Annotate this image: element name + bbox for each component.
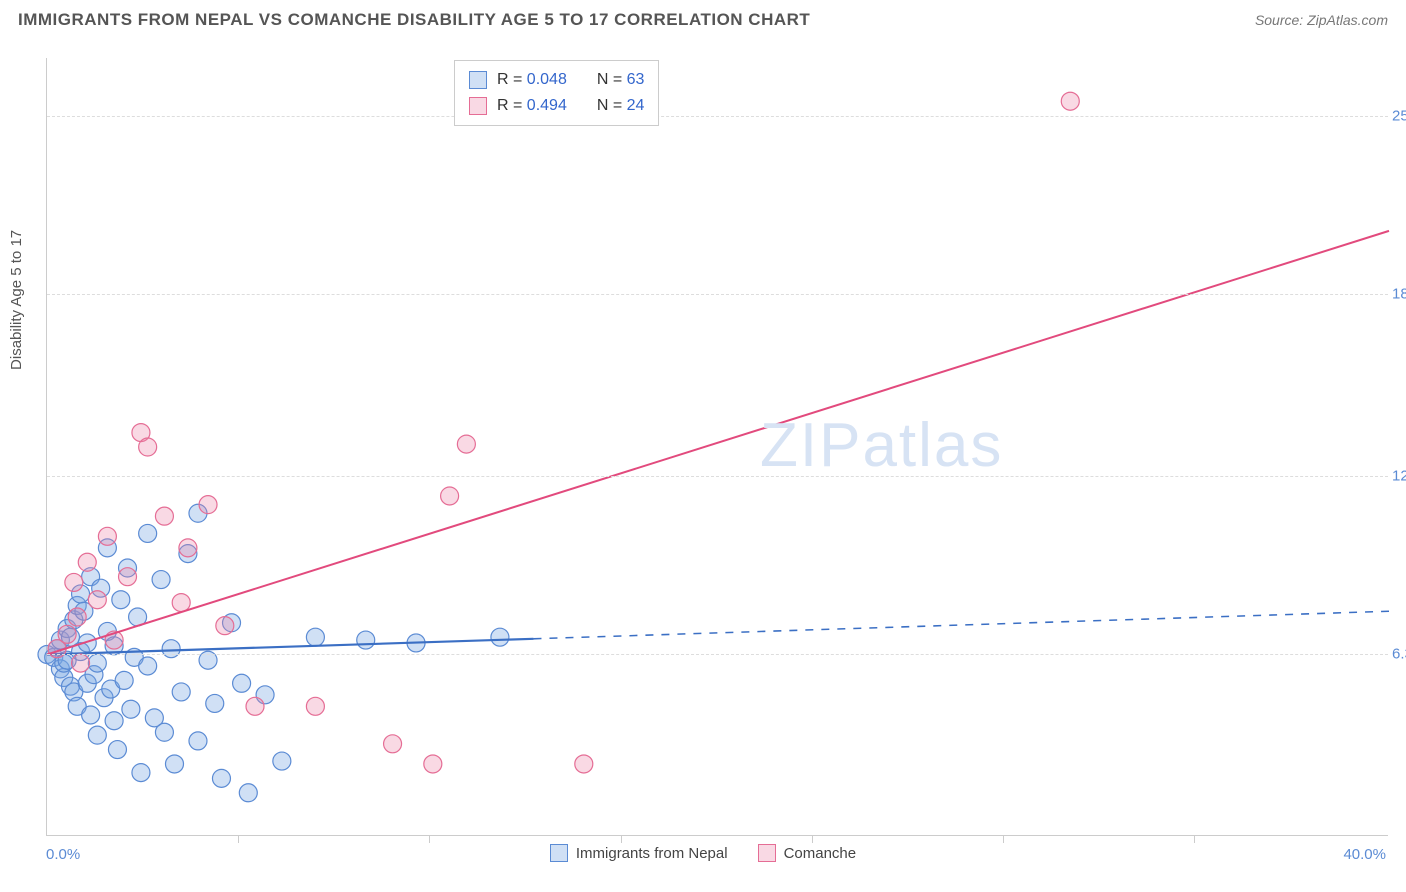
scatter-point-comanche: [155, 507, 173, 525]
scatter-point-comanche: [306, 697, 324, 715]
r-value: 0.494: [527, 97, 567, 114]
x-tick: [429, 835, 430, 843]
y-tick-label: 6.3%: [1392, 646, 1406, 663]
r-label: R = 0.494: [497, 93, 567, 119]
legend-swatch-comanche: [758, 844, 776, 862]
gridline-h: [47, 654, 1388, 655]
scatter-point-nepal: [122, 700, 140, 718]
y-axis-title: Disability Age 5 to 17: [8, 230, 25, 370]
scatter-point-comanche: [1061, 92, 1079, 110]
scatter-point-comanche: [58, 625, 76, 643]
corr-legend-row-nepal: R = 0.048 N = 63: [469, 67, 644, 93]
source-prefix: Source:: [1255, 12, 1307, 28]
series-label: Immigrants from Nepal: [576, 845, 728, 862]
scatter-point-comanche: [65, 573, 83, 591]
scatter-point-comanche: [139, 438, 157, 456]
gridline-h: [47, 294, 1388, 295]
scatter-point-comanche: [575, 755, 593, 773]
gridline-h: [47, 476, 1388, 477]
source-name: ZipAtlas.com: [1307, 12, 1388, 28]
scatter-point-nepal: [306, 628, 324, 646]
trend-line-dashed-nepal: [533, 611, 1389, 639]
scatter-point-nepal: [108, 741, 126, 759]
scatter-point-comanche: [441, 487, 459, 505]
chart-plot-area: 6.3%12.5%18.8%25.0%: [46, 58, 1388, 836]
y-tick-label: 25.0%: [1392, 107, 1406, 124]
scatter-point-nepal: [172, 683, 190, 701]
scatter-point-nepal: [88, 726, 106, 744]
scatter-point-nepal: [105, 712, 123, 730]
series-legend-item-nepal: Immigrants from Nepal: [550, 844, 728, 862]
scatter-point-comanche: [457, 435, 475, 453]
series-legend-item-comanche: Comanche: [758, 844, 857, 862]
n-value: 63: [627, 71, 645, 88]
n-label: N = 63: [597, 67, 645, 93]
scatter-point-comanche: [384, 735, 402, 753]
gridline-h: [47, 116, 1388, 117]
scatter-point-comanche: [424, 755, 442, 773]
scatter-point-comanche: [246, 697, 264, 715]
x-tick: [621, 835, 622, 843]
scatter-point-comanche: [88, 591, 106, 609]
r-value: 0.048: [527, 71, 567, 88]
scatter-point-nepal: [239, 784, 257, 802]
scatter-point-comanche: [179, 539, 197, 557]
scatter-point-nepal: [88, 654, 106, 672]
x-tick: [1194, 835, 1195, 843]
source-credit: Source: ZipAtlas.com: [1255, 12, 1388, 28]
n-label: N = 24: [597, 93, 645, 119]
scatter-point-nepal: [82, 706, 100, 724]
x-tick: [812, 835, 813, 843]
scatter-point-nepal: [212, 769, 230, 787]
scatter-point-nepal: [189, 732, 207, 750]
scatter-point-comanche: [119, 568, 137, 586]
scatter-point-nepal: [155, 723, 173, 741]
scatter-point-comanche: [98, 527, 116, 545]
x-tick: [1003, 835, 1004, 843]
n-value: 24: [627, 97, 645, 114]
x-tick: [238, 835, 239, 843]
scatter-point-comanche: [72, 654, 90, 672]
r-label: R = 0.048: [497, 67, 567, 93]
scatter-point-comanche: [199, 496, 217, 514]
scatter-point-nepal: [152, 571, 170, 589]
chart-title: IMMIGRANTS FROM NEPAL VS COMANCHE DISABI…: [18, 10, 810, 30]
scatter-point-nepal: [273, 752, 291, 770]
scatter-point-nepal: [165, 755, 183, 773]
series-legend: Immigrants from Nepal Comanche: [0, 844, 1406, 862]
legend-swatch-comanche: [469, 97, 487, 115]
legend-swatch-nepal: [550, 844, 568, 862]
scatter-point-comanche: [68, 608, 86, 626]
scatter-svg: [47, 58, 1388, 835]
header-row: IMMIGRANTS FROM NEPAL VS COMANCHE DISABI…: [0, 0, 1406, 36]
scatter-point-nepal: [233, 674, 251, 692]
correlation-legend: R = 0.048 N = 63 R = 0.494 N = 24: [454, 60, 659, 126]
scatter-point-nepal: [206, 694, 224, 712]
scatter-point-nepal: [357, 631, 375, 649]
corr-legend-row-comanche: R = 0.494 N = 24: [469, 93, 644, 119]
y-tick-label: 12.5%: [1392, 467, 1406, 484]
scatter-point-nepal: [132, 764, 150, 782]
scatter-point-nepal: [491, 628, 509, 646]
scatter-point-nepal: [139, 524, 157, 542]
scatter-point-comanche: [78, 553, 96, 571]
scatter-point-nepal: [115, 671, 133, 689]
scatter-point-comanche: [172, 594, 190, 612]
series-label: Comanche: [784, 845, 857, 862]
scatter-point-nepal: [139, 657, 157, 675]
scatter-point-nepal: [112, 591, 130, 609]
y-tick-label: 18.8%: [1392, 286, 1406, 303]
legend-swatch-nepal: [469, 71, 487, 89]
scatter-point-comanche: [216, 617, 234, 635]
